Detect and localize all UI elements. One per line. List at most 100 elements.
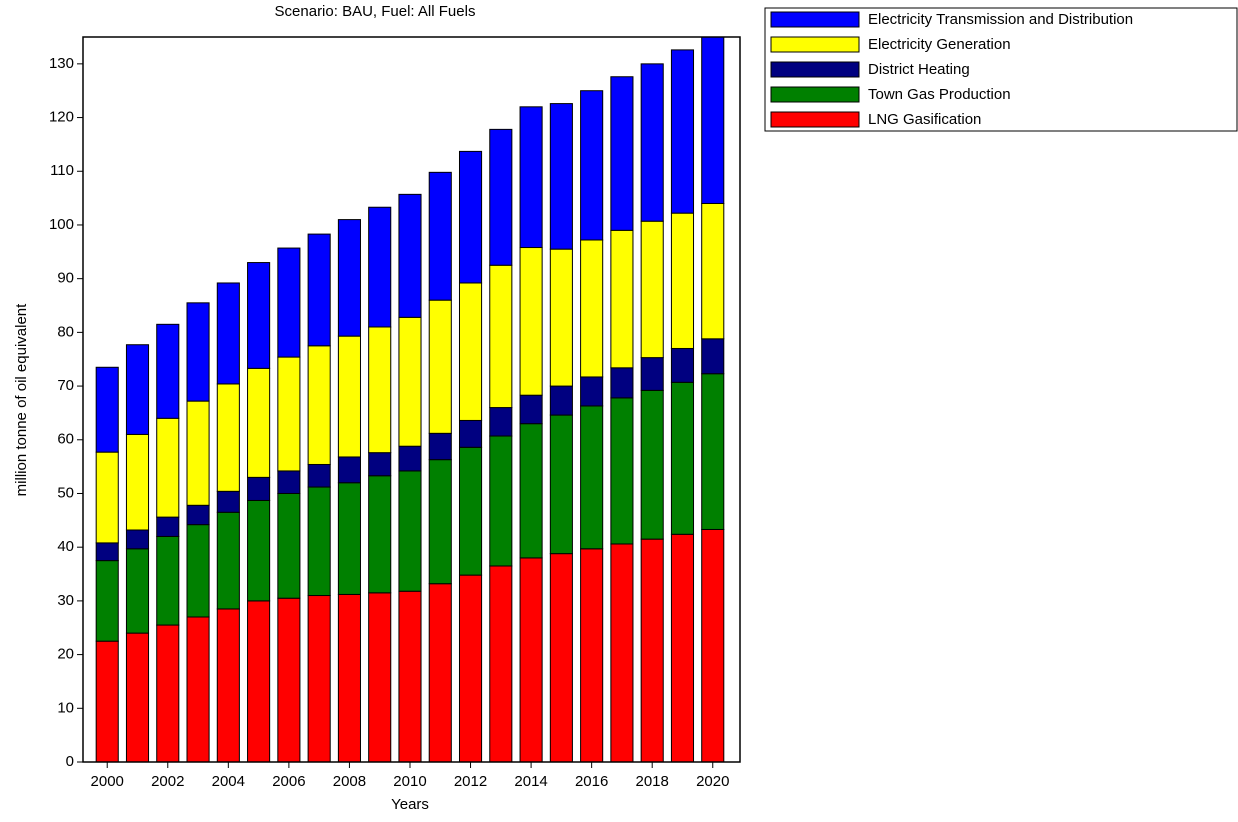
y-tick-label: 10 — [57, 699, 74, 716]
bar-segment — [368, 326, 392, 454]
bar-segment — [368, 592, 392, 763]
bar-segment — [489, 264, 513, 409]
y-tick-label: 130 — [49, 55, 74, 72]
bar-segment — [216, 383, 240, 492]
legend-swatch — [770, 11, 860, 28]
bar-segment — [398, 316, 422, 447]
legend-label: LNG Gasification — [868, 111, 981, 128]
bar-segment — [458, 574, 483, 763]
bar-segment — [519, 394, 543, 425]
legend-label: District Heating — [868, 61, 970, 78]
legend-swatch — [770, 61, 860, 78]
bar-segment — [337, 482, 361, 595]
x-tick-label: 2020 — [696, 773, 729, 790]
bar-segment — [277, 492, 301, 599]
bar-segment — [368, 206, 392, 328]
bar-segment — [640, 220, 664, 359]
bar-segment — [398, 590, 422, 763]
bar-segment — [186, 302, 210, 402]
bar-segment — [519, 423, 543, 559]
bar-segment — [307, 345, 331, 465]
bar-segment — [458, 446, 483, 576]
bar-segment — [640, 389, 664, 540]
y-tick-label: 90 — [57, 270, 74, 287]
bar-segment — [95, 451, 119, 544]
bar-segment — [519, 106, 543, 249]
y-tick-label: 70 — [57, 377, 74, 394]
y-axis-label: million tonne of oil equivalent — [13, 303, 30, 496]
bar-segment — [398, 445, 422, 472]
bar-segment — [670, 49, 695, 214]
bar-segment — [95, 542, 119, 562]
bar-segment — [670, 533, 695, 763]
bar-segment — [428, 583, 452, 763]
y-tick-label: 50 — [57, 484, 74, 501]
bar-segment — [125, 344, 150, 435]
x-tick-label: 2004 — [212, 773, 245, 790]
y-tick-label: 100 — [49, 216, 74, 233]
x-tick-label: 2006 — [272, 773, 305, 790]
bar-segment — [186, 616, 210, 763]
bar-segment — [156, 417, 180, 518]
bar-segment — [489, 128, 513, 266]
x-tick-label: 2018 — [636, 773, 669, 790]
y-tick-label: 0 — [66, 753, 74, 770]
legend-swatch — [770, 111, 860, 128]
bar-segment — [701, 373, 725, 530]
bar-segment — [428, 459, 452, 585]
bar-segment — [186, 524, 210, 618]
bar-segment — [186, 400, 210, 506]
y-tick-label: 80 — [57, 323, 74, 340]
bar-segment — [95, 560, 119, 642]
bar-segment — [549, 248, 573, 387]
bar-segment — [125, 433, 150, 531]
bar-segment — [580, 239, 604, 378]
x-tick-label: 2014 — [514, 773, 547, 790]
bar-segment — [337, 219, 361, 337]
bar-segment — [428, 299, 452, 434]
x-tick-label: 2008 — [333, 773, 366, 790]
bar-segment — [95, 366, 119, 453]
bar-segment — [670, 212, 695, 349]
legend-label: Electricity Transmission and Distributio… — [868, 11, 1133, 28]
bar-segment — [549, 103, 573, 250]
bar-segment — [247, 600, 271, 763]
bar-segment — [216, 282, 240, 385]
bar-segment — [156, 535, 180, 626]
bar-segment — [580, 405, 604, 550]
bar-segment — [337, 593, 361, 763]
bar-segment — [549, 385, 573, 416]
bar-segment — [458, 419, 483, 448]
y-tick-label: 30 — [57, 592, 74, 609]
bar-segment — [519, 557, 543, 763]
bar-segment — [216, 608, 240, 763]
y-tick-label: 60 — [57, 431, 74, 448]
y-tick-label: 20 — [57, 646, 74, 663]
bar-segment — [489, 565, 513, 763]
bar-segment — [458, 282, 483, 421]
y-tick-label: 110 — [50, 162, 74, 179]
bar-segment — [640, 538, 664, 763]
bar-segment — [277, 470, 301, 494]
bar-segment — [247, 499, 271, 602]
bar-segment — [670, 381, 695, 535]
legend-swatch — [770, 86, 860, 103]
bar-segment — [489, 435, 513, 567]
bar-segment — [519, 247, 543, 396]
y-tick-label: 120 — [49, 109, 74, 126]
y-tick-label: 40 — [57, 538, 74, 555]
bar-segment — [701, 202, 725, 340]
bar-segment — [489, 407, 513, 437]
bar-segment — [610, 76, 634, 231]
bar-segment — [701, 36, 725, 204]
bar-segment — [458, 150, 483, 284]
bar-segment — [277, 247, 301, 358]
bar-segment — [277, 597, 301, 763]
bar-segment — [247, 476, 271, 501]
x-axis-label: Years — [391, 796, 429, 813]
x-tick-label: 2016 — [575, 773, 608, 790]
bar-segment — [307, 595, 331, 763]
bar-segment — [640, 63, 664, 222]
